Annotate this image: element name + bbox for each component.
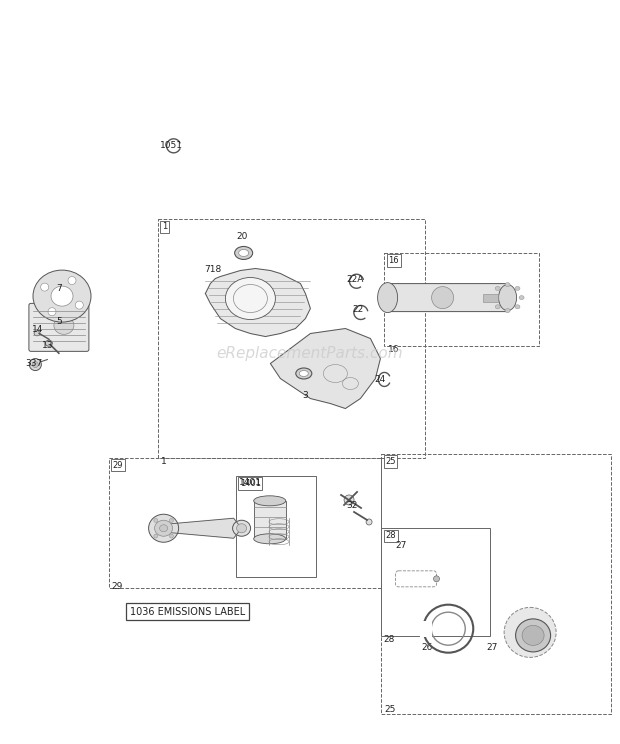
Text: 28: 28 <box>384 635 395 644</box>
Ellipse shape <box>34 331 40 336</box>
Ellipse shape <box>519 295 524 300</box>
Ellipse shape <box>33 270 91 322</box>
Ellipse shape <box>515 305 520 309</box>
Text: 22: 22 <box>352 305 363 314</box>
Polygon shape <box>270 329 381 408</box>
Ellipse shape <box>239 249 249 257</box>
Text: 25: 25 <box>384 705 396 713</box>
Text: 20: 20 <box>237 232 248 241</box>
Text: 14: 14 <box>32 325 43 334</box>
Text: 718: 718 <box>205 265 222 274</box>
Text: 1401: 1401 <box>239 478 262 487</box>
Ellipse shape <box>516 619 551 652</box>
Text: 29: 29 <box>112 461 123 469</box>
Ellipse shape <box>149 514 179 542</box>
Circle shape <box>75 301 83 309</box>
Bar <box>381 454 611 714</box>
Text: 16: 16 <box>388 345 399 354</box>
Circle shape <box>169 534 174 538</box>
Circle shape <box>154 534 158 538</box>
Text: 32: 32 <box>346 501 357 510</box>
Text: 1: 1 <box>161 457 167 466</box>
Text: 28: 28 <box>385 531 396 540</box>
Text: eReplacementParts.com: eReplacementParts.com <box>216 346 404 361</box>
Ellipse shape <box>498 285 516 310</box>
Circle shape <box>433 576 440 582</box>
Ellipse shape <box>54 316 74 334</box>
Ellipse shape <box>432 286 454 309</box>
Text: 5: 5 <box>56 317 61 326</box>
Ellipse shape <box>505 283 510 286</box>
Ellipse shape <box>296 368 312 379</box>
Bar <box>482 294 498 301</box>
Circle shape <box>154 519 158 522</box>
Circle shape <box>169 519 174 522</box>
Ellipse shape <box>515 286 520 290</box>
Text: 24: 24 <box>374 375 386 384</box>
Circle shape <box>48 308 56 315</box>
Text: 22A: 22A <box>346 275 363 284</box>
Ellipse shape <box>232 520 250 536</box>
Text: 1036 EMISSIONS LABEL: 1036 EMISSIONS LABEL <box>130 606 246 617</box>
Ellipse shape <box>299 371 308 376</box>
Text: 25: 25 <box>385 457 396 466</box>
Text: 27: 27 <box>487 643 498 652</box>
Text: 1401: 1401 <box>239 479 260 488</box>
Ellipse shape <box>226 278 275 319</box>
Bar <box>384 253 539 346</box>
Text: 29: 29 <box>112 582 123 591</box>
Ellipse shape <box>159 525 167 532</box>
Text: 337: 337 <box>25 359 42 368</box>
Bar <box>236 476 316 577</box>
Ellipse shape <box>237 524 247 533</box>
FancyBboxPatch shape <box>29 304 89 351</box>
FancyBboxPatch shape <box>386 283 510 312</box>
Bar <box>158 219 425 458</box>
Polygon shape <box>166 519 242 538</box>
Text: 27: 27 <box>395 541 406 550</box>
Circle shape <box>366 519 372 525</box>
Polygon shape <box>205 269 311 336</box>
Text: 1051: 1051 <box>160 141 183 150</box>
Bar <box>381 528 490 636</box>
Text: 3: 3 <box>303 391 308 400</box>
Ellipse shape <box>522 626 544 645</box>
Text: 26: 26 <box>422 643 433 652</box>
Bar <box>254 501 286 539</box>
Ellipse shape <box>505 309 510 312</box>
Ellipse shape <box>45 340 52 346</box>
Ellipse shape <box>234 246 253 260</box>
Ellipse shape <box>254 496 286 506</box>
Bar <box>108 458 381 588</box>
Ellipse shape <box>51 286 73 306</box>
Circle shape <box>41 283 49 291</box>
Ellipse shape <box>495 305 500 309</box>
Circle shape <box>68 277 76 284</box>
Bar <box>420 620 432 637</box>
Text: 13: 13 <box>42 341 54 350</box>
Circle shape <box>344 495 354 505</box>
Ellipse shape <box>154 520 172 536</box>
Circle shape <box>29 359 42 371</box>
Circle shape <box>32 362 38 368</box>
Ellipse shape <box>254 533 286 544</box>
Text: 1: 1 <box>162 222 167 231</box>
Text: 16: 16 <box>388 256 399 265</box>
Ellipse shape <box>504 607 556 658</box>
Ellipse shape <box>378 283 397 312</box>
Text: 7: 7 <box>56 284 61 293</box>
Ellipse shape <box>491 295 496 300</box>
Ellipse shape <box>495 286 500 290</box>
